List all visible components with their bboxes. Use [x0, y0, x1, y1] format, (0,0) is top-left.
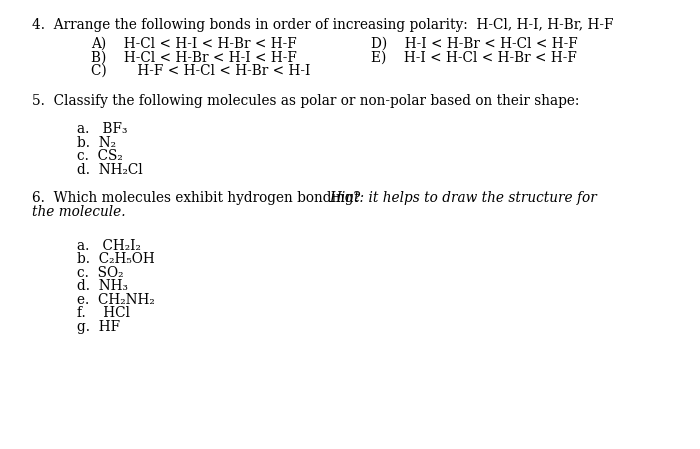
Text: 5.  Classify the following molecules as polar or non-polar based on their shape:: 5. Classify the following molecules as p… [32, 94, 579, 108]
Text: B)    H-Cl < H-Br < H-I < H-F: B) H-Cl < H-Br < H-I < H-F [91, 50, 297, 64]
Text: b.  N₂: b. N₂ [77, 136, 116, 150]
Text: the molecule.: the molecule. [32, 205, 125, 219]
Text: c.  CS₂: c. CS₂ [77, 149, 122, 163]
Text: b.  C₂H₅OH: b. C₂H₅OH [77, 252, 155, 266]
Text: 6.  Which molecules exhibit hydrogen bonding?: 6. Which molecules exhibit hydrogen bond… [32, 191, 365, 205]
Text: a.   CH₂I₂: a. CH₂I₂ [77, 239, 141, 253]
Text: D)    H-I < H-Br < H-Cl < H-F: D) H-I < H-Br < H-Cl < H-F [371, 37, 578, 51]
Text: f.    HCl: f. HCl [77, 306, 130, 320]
Text: 4.  Arrange the following bonds in order of increasing polarity:  H-Cl, H-I, H-B: 4. Arrange the following bonds in order … [32, 18, 613, 32]
Text: a.   BF₃: a. BF₃ [77, 122, 127, 136]
Text: Hint: it helps to draw the structure for: Hint: it helps to draw the structure for [329, 191, 596, 205]
Text: A)    H-Cl < H-I < H-Br < H-F: A) H-Cl < H-I < H-Br < H-F [91, 37, 297, 51]
Text: g.  HF: g. HF [77, 320, 120, 334]
Text: e.  CH₂NH₂: e. CH₂NH₂ [77, 293, 155, 307]
Text: d.  NH₂Cl: d. NH₂Cl [77, 163, 143, 176]
Text: E)    H-I < H-Cl < H-Br < H-F: E) H-I < H-Cl < H-Br < H-F [371, 50, 577, 64]
Text: c.  SO₂: c. SO₂ [77, 266, 123, 280]
Text: C)       H-F < H-Cl < H-Br < H-I: C) H-F < H-Cl < H-Br < H-I [91, 64, 310, 78]
Text: d.  NH₃: d. NH₃ [77, 279, 128, 293]
